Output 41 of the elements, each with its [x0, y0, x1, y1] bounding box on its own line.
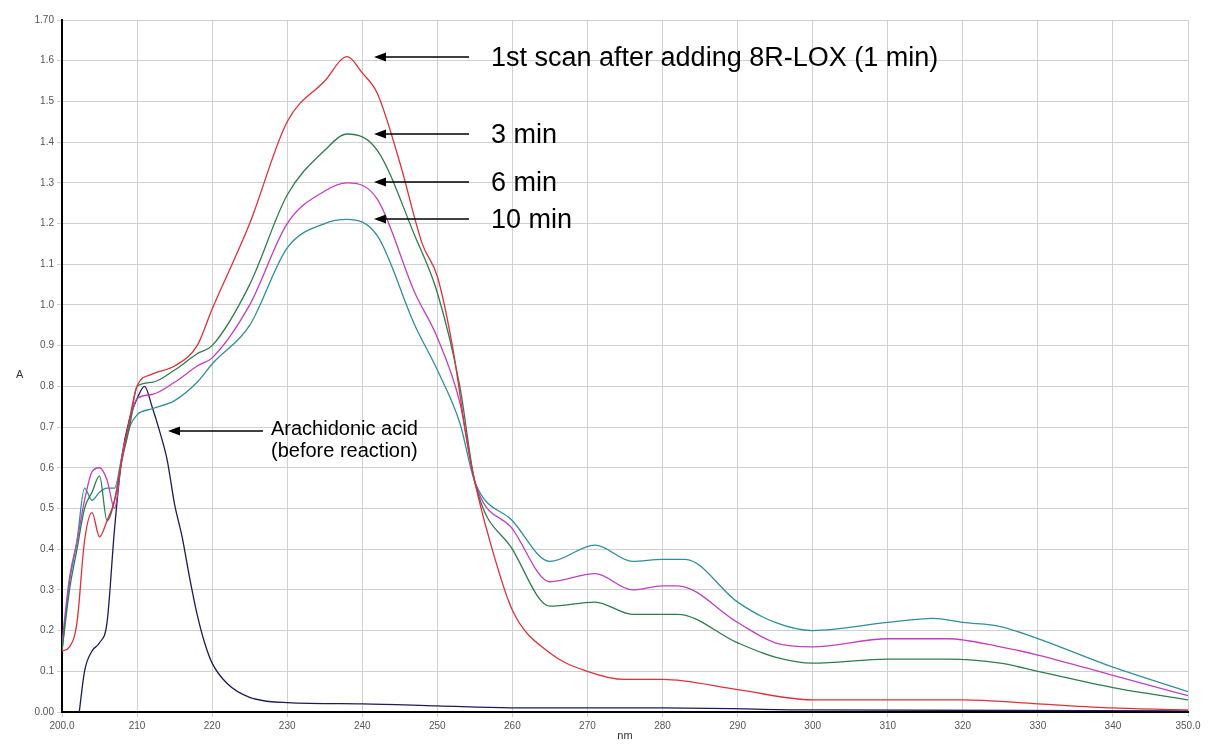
annotation: 1st scan after adding 8R-LOX (1 min) [491, 42, 939, 72]
y-tick-label: 1.1 [40, 257, 55, 269]
x-tick-label: 260 [504, 719, 522, 731]
x-tick-label: 300 [804, 719, 822, 731]
y-tick-label: 1.2 [40, 217, 55, 229]
x-tick-label: 310 [879, 719, 897, 731]
x-tick-label: 200.0 [49, 719, 75, 731]
x-tick-label: 240 [353, 719, 372, 731]
y-tick-label: 0.00 [34, 705, 55, 717]
y-tick-label: 0.3 [40, 583, 55, 595]
y-tick-label: 0.2 [40, 624, 55, 636]
x-tick-label: 340 [1104, 719, 1122, 731]
x-tick-label: 280 [654, 719, 672, 731]
y-tick-label: 0.5 [40, 502, 55, 514]
x-tick-label: 250 [428, 719, 447, 731]
y-tick-label: 1.70 [34, 13, 55, 25]
x-tick-label: 320 [954, 719, 972, 731]
y-tick-label: 1.5 [40, 95, 55, 107]
y-tick-label: 1.4 [40, 135, 55, 147]
x-tick-label: 210 [128, 719, 146, 731]
x-tick-label: 290 [729, 719, 747, 731]
x-tick-label: 270 [579, 719, 597, 731]
y-tick-label: 0.7 [40, 420, 55, 432]
y-tick-label: 0.6 [40, 461, 55, 473]
annotation: 10 min [491, 204, 573, 234]
y-tick-label: 0.8 [40, 380, 55, 392]
x-tick-label: 350.0 [1175, 719, 1201, 731]
x-tick-label: 330 [1029, 719, 1047, 731]
x-tick-label: 220 [203, 719, 221, 731]
y-tick-label: 0.9 [40, 339, 55, 351]
y-tick-label: 0.4 [40, 542, 55, 554]
annotation: 3 min [491, 119, 558, 149]
y-tick-label: 1.3 [40, 176, 55, 188]
y-tick-label: 1.6 [40, 54, 55, 66]
annotation: Arachidonic acid (before reaction) [271, 417, 418, 461]
x-tick-label: 230 [278, 719, 296, 731]
y-axis-title: A [16, 368, 24, 381]
y-tick-label: 1.0 [40, 298, 55, 310]
y-tick-label: 0.1 [40, 665, 55, 677]
annotation: 6 min [491, 167, 558, 197]
x-axis-title: nm [617, 729, 633, 741]
